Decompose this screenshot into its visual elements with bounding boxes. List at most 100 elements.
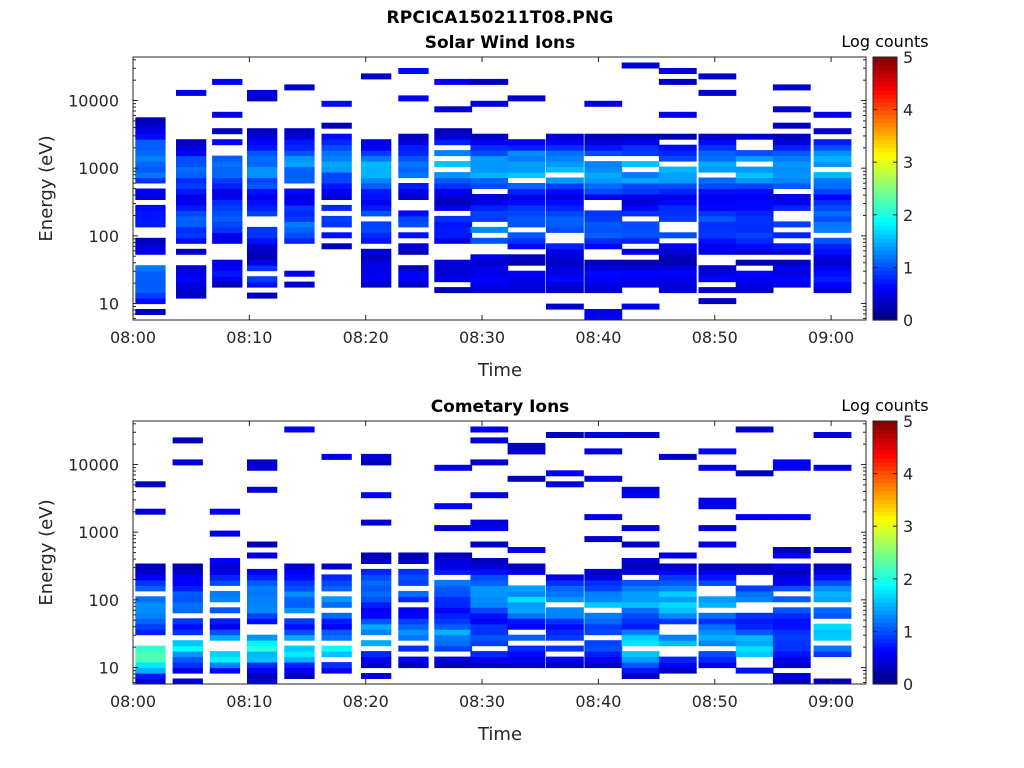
x-axis: 08:00 08:10 08:20 08:30 08:40 08:50 09:00 Time [110,57,854,381]
spectrogram-cell [172,651,203,658]
colorbar-segment [873,589,897,595]
spectrogram-cell [176,166,207,173]
spectrogram-cell [621,541,660,548]
spectrogram-cell [658,166,697,173]
spectrogram-cell [284,155,315,162]
spectrogram-cell [621,177,660,184]
spectrogram-cell [584,287,623,294]
spectrogram-cell [212,237,243,244]
spectrogram-column [434,464,473,669]
spectrogram-cell [507,204,546,211]
spectrogram-cell [584,590,623,597]
spectrogram-cell [584,601,623,608]
spectrogram-cell [135,188,166,195]
spectrogram-cell [434,237,473,244]
spectrogram-cell [470,259,509,266]
spectrogram-cell [176,287,207,294]
spectrogram-cell [584,161,623,168]
colorbar-tick-label: 0 [903,675,913,694]
spectrogram-cells [135,426,852,685]
spectrogram-cell [398,281,429,288]
spectrogram-column [361,453,392,679]
spectrogram-cell [398,276,429,283]
spectrogram-cell [172,590,203,597]
spectrogram-cell [735,651,774,658]
spectrogram-cell [176,232,207,239]
spectrogram-cell [172,640,203,647]
colorbar-segment [873,536,897,541]
spectrogram-cell [507,215,546,222]
spectrogram-cell [772,607,811,614]
spectrogram-cell [284,651,315,658]
spectrogram-cell [813,243,852,250]
spectrogram-cell [247,232,278,239]
spectrogram-cell [584,281,623,288]
spectrogram-cell [434,464,473,471]
spectrogram-cell [361,144,392,151]
spectrogram-cell [621,237,660,244]
colorbar-segment [873,523,897,529]
spectrogram-cell [546,144,584,151]
spectrogram-cell [621,232,660,239]
spectrogram-cell [658,276,697,283]
spectrogram-cell [209,508,241,515]
colorbar-segment [873,118,897,124]
spectrogram-cell [209,568,241,575]
spectrogram-cell [813,194,852,200]
spectrogram-cell [735,645,774,652]
spectrogram-column [212,78,243,288]
spectrogram-cell [584,259,623,266]
spectrogram-cell [507,139,546,146]
spectrogram-cell [584,596,623,603]
spectrogram-cell [698,612,737,619]
spectrogram-cell [621,303,660,310]
colorbar-segment [873,237,897,243]
colorbar-segment [873,638,897,644]
spectrogram-cell [507,563,546,570]
spectrogram-cell [284,618,315,625]
spectrogram-cell [621,673,660,679]
spectrogram-cell [321,172,352,179]
spectrogram-cell [470,618,509,625]
spectrogram-cell [172,645,203,652]
spectrogram-cell [135,673,166,679]
colorbar-tick-label: 1 [903,258,913,277]
spectrogram-cell [470,177,509,184]
colorbar-segment [873,679,897,685]
spectrogram-cell [321,574,352,581]
spectrogram-cell [621,188,660,195]
spectrogram-cell [698,629,737,636]
colorbar-tick-label: 2 [903,570,913,589]
spectrogram-cell [698,237,737,244]
spectrogram-cell [658,453,697,460]
figure-title: RPCICA150211T08.PNG [386,8,614,28]
colorbar-segment [873,581,897,586]
spectrogram-cell [470,78,509,85]
spectrogram-cell [507,270,546,277]
spectrogram-column [321,100,352,250]
spectrogram-cell [621,62,660,69]
spectrogram-cell [698,574,737,581]
spectrogram-cell [658,662,697,669]
spectrogram-cell [470,574,509,581]
colorbar-segment [873,250,897,255]
spectrogram-cell [507,585,546,592]
spectrogram-cell [584,662,623,669]
spectrogram-cell [507,155,546,162]
colorbar-segment [873,163,897,169]
spectrogram-cell [584,656,623,663]
spectrogram-cell [321,194,352,200]
spectrogram-cell [284,281,315,288]
spectrogram-cell [546,221,584,228]
spectrogram-cell [813,177,852,184]
spectrogram-cell [546,276,584,283]
spectrogram-cell [813,623,852,630]
spectrogram-cell [135,166,166,173]
spectrogram-cell [176,150,207,157]
spectrogram-cell [546,139,584,146]
x-tick-label: 08:00 [110,328,156,347]
spectrogram-cell [361,623,392,630]
colorbar-segment [873,315,897,321]
spectrogram-cell [212,270,243,277]
colorbar-segment [873,647,897,652]
